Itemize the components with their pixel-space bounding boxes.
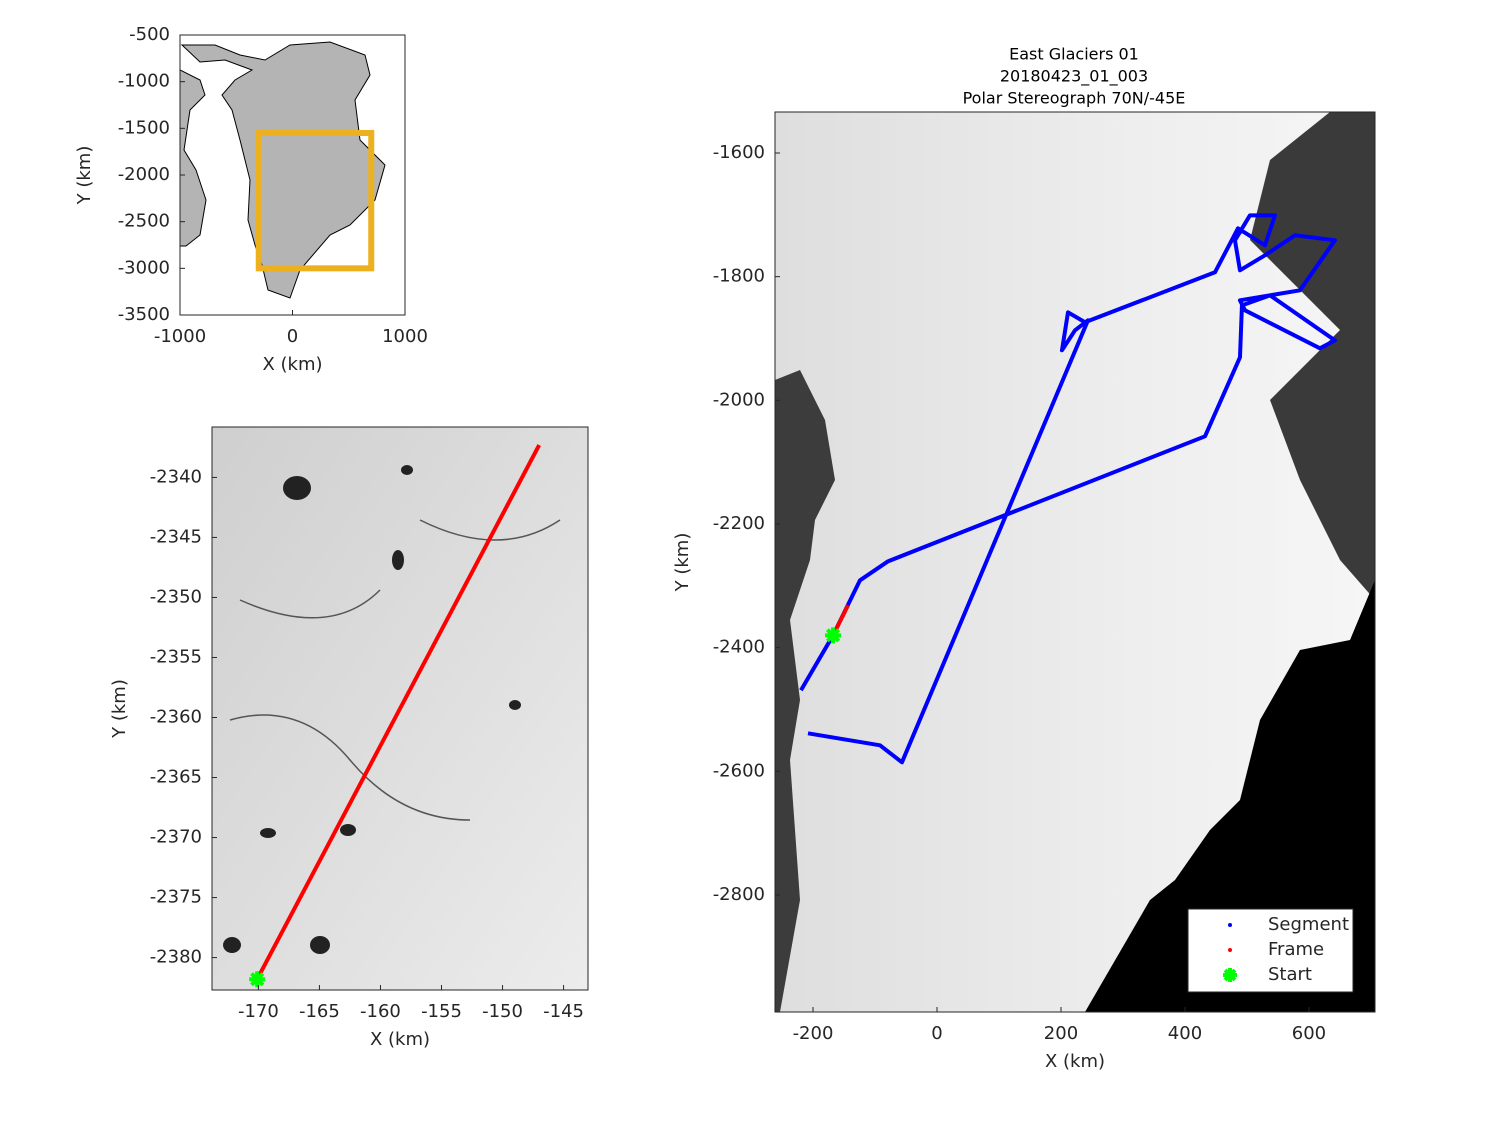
- x-tick-label: -155: [421, 1001, 462, 1022]
- y-tick-label: -2400: [713, 637, 765, 658]
- y-tick-label: -3500: [118, 304, 170, 325]
- plot-area: [799, 213, 1337, 765]
- y-tick-label: -2340: [150, 466, 202, 487]
- y-axis-label: Y (km): [74, 146, 95, 206]
- y-tick-label: -2500: [118, 211, 170, 232]
- legend-swatch: [1228, 948, 1232, 952]
- y-tick-label: -1000: [118, 71, 170, 92]
- y-tick-label: -1800: [713, 266, 765, 287]
- x-tick-label: -200: [793, 1023, 834, 1044]
- legend-box: [1187, 908, 1354, 993]
- legend-swatch: [1228, 923, 1232, 927]
- y-tick-label: -1500: [118, 117, 170, 138]
- y-axis-label: Y (km): [109, 679, 130, 739]
- y-tick-label: -2380: [150, 947, 202, 968]
- y-tick-label: -2600: [713, 760, 765, 781]
- legend-label: Start: [1268, 964, 1312, 985]
- x-tick-label: -170: [238, 1001, 279, 1022]
- x-tick-label: 0: [287, 326, 298, 347]
- y-tick-label: -2355: [150, 646, 202, 667]
- y-tick-label: -1600: [713, 142, 765, 163]
- x-tick-label: 0: [931, 1023, 942, 1044]
- x-tick-label: -160: [360, 1001, 401, 1022]
- y-tick-label: -2000: [118, 164, 170, 185]
- y-tick-label: -2000: [713, 389, 765, 410]
- axes-box: [211, 426, 589, 991]
- x-tick-label: -150: [482, 1001, 523, 1022]
- track-line: [799, 213, 1337, 765]
- legend-swatch: [1223, 968, 1237, 982]
- x-tick-label: 1000: [382, 326, 428, 347]
- x-tick-label: -1000: [154, 326, 206, 347]
- x-axis-label: X (km): [262, 354, 322, 375]
- y-tick-label: -2350: [150, 586, 202, 607]
- y-tick-label: -2365: [150, 767, 202, 788]
- plot-area: [249, 444, 541, 988]
- y-tick-label: -2200: [713, 513, 765, 534]
- main-image: [775, 112, 1375, 1012]
- x-tick-label: 600: [1292, 1023, 1326, 1044]
- x-tick-label: -165: [299, 1001, 340, 1022]
- track-line: [255, 444, 541, 981]
- y-tick-label: -2800: [713, 884, 765, 905]
- start-marker: [249, 971, 266, 988]
- legend-label: Frame: [1268, 939, 1324, 960]
- axes-box: [774, 111, 1376, 1013]
- x-axis-label: X (km): [370, 1029, 430, 1050]
- x-tick-label: 400: [1168, 1023, 1202, 1044]
- x-tick-label: -145: [543, 1001, 584, 1022]
- y-tick-label: -2360: [150, 707, 202, 728]
- y-axis-label: Y (km): [672, 533, 693, 593]
- y-tick-label: -2370: [150, 827, 202, 848]
- region-box: [255, 130, 375, 272]
- title-line: East Glaciers 01: [1009, 45, 1139, 64]
- y-tick-label: -2375: [150, 887, 202, 908]
- x-axis-label: X (km): [1045, 1051, 1105, 1072]
- x-tick-label: 200: [1044, 1023, 1078, 1044]
- y-tick-label: -3000: [118, 257, 170, 278]
- title-line: 20180423_01_003: [1000, 67, 1148, 87]
- plot-area: [255, 130, 375, 272]
- y-tick-label: -500: [129, 24, 170, 45]
- legend-label: Segment: [1268, 914, 1349, 935]
- title-line: Polar Stereograph 70N/-45E: [963, 89, 1186, 108]
- start-marker: [825, 627, 842, 644]
- overview-land: [180, 41, 386, 299]
- y-tick-label: -2345: [150, 526, 202, 547]
